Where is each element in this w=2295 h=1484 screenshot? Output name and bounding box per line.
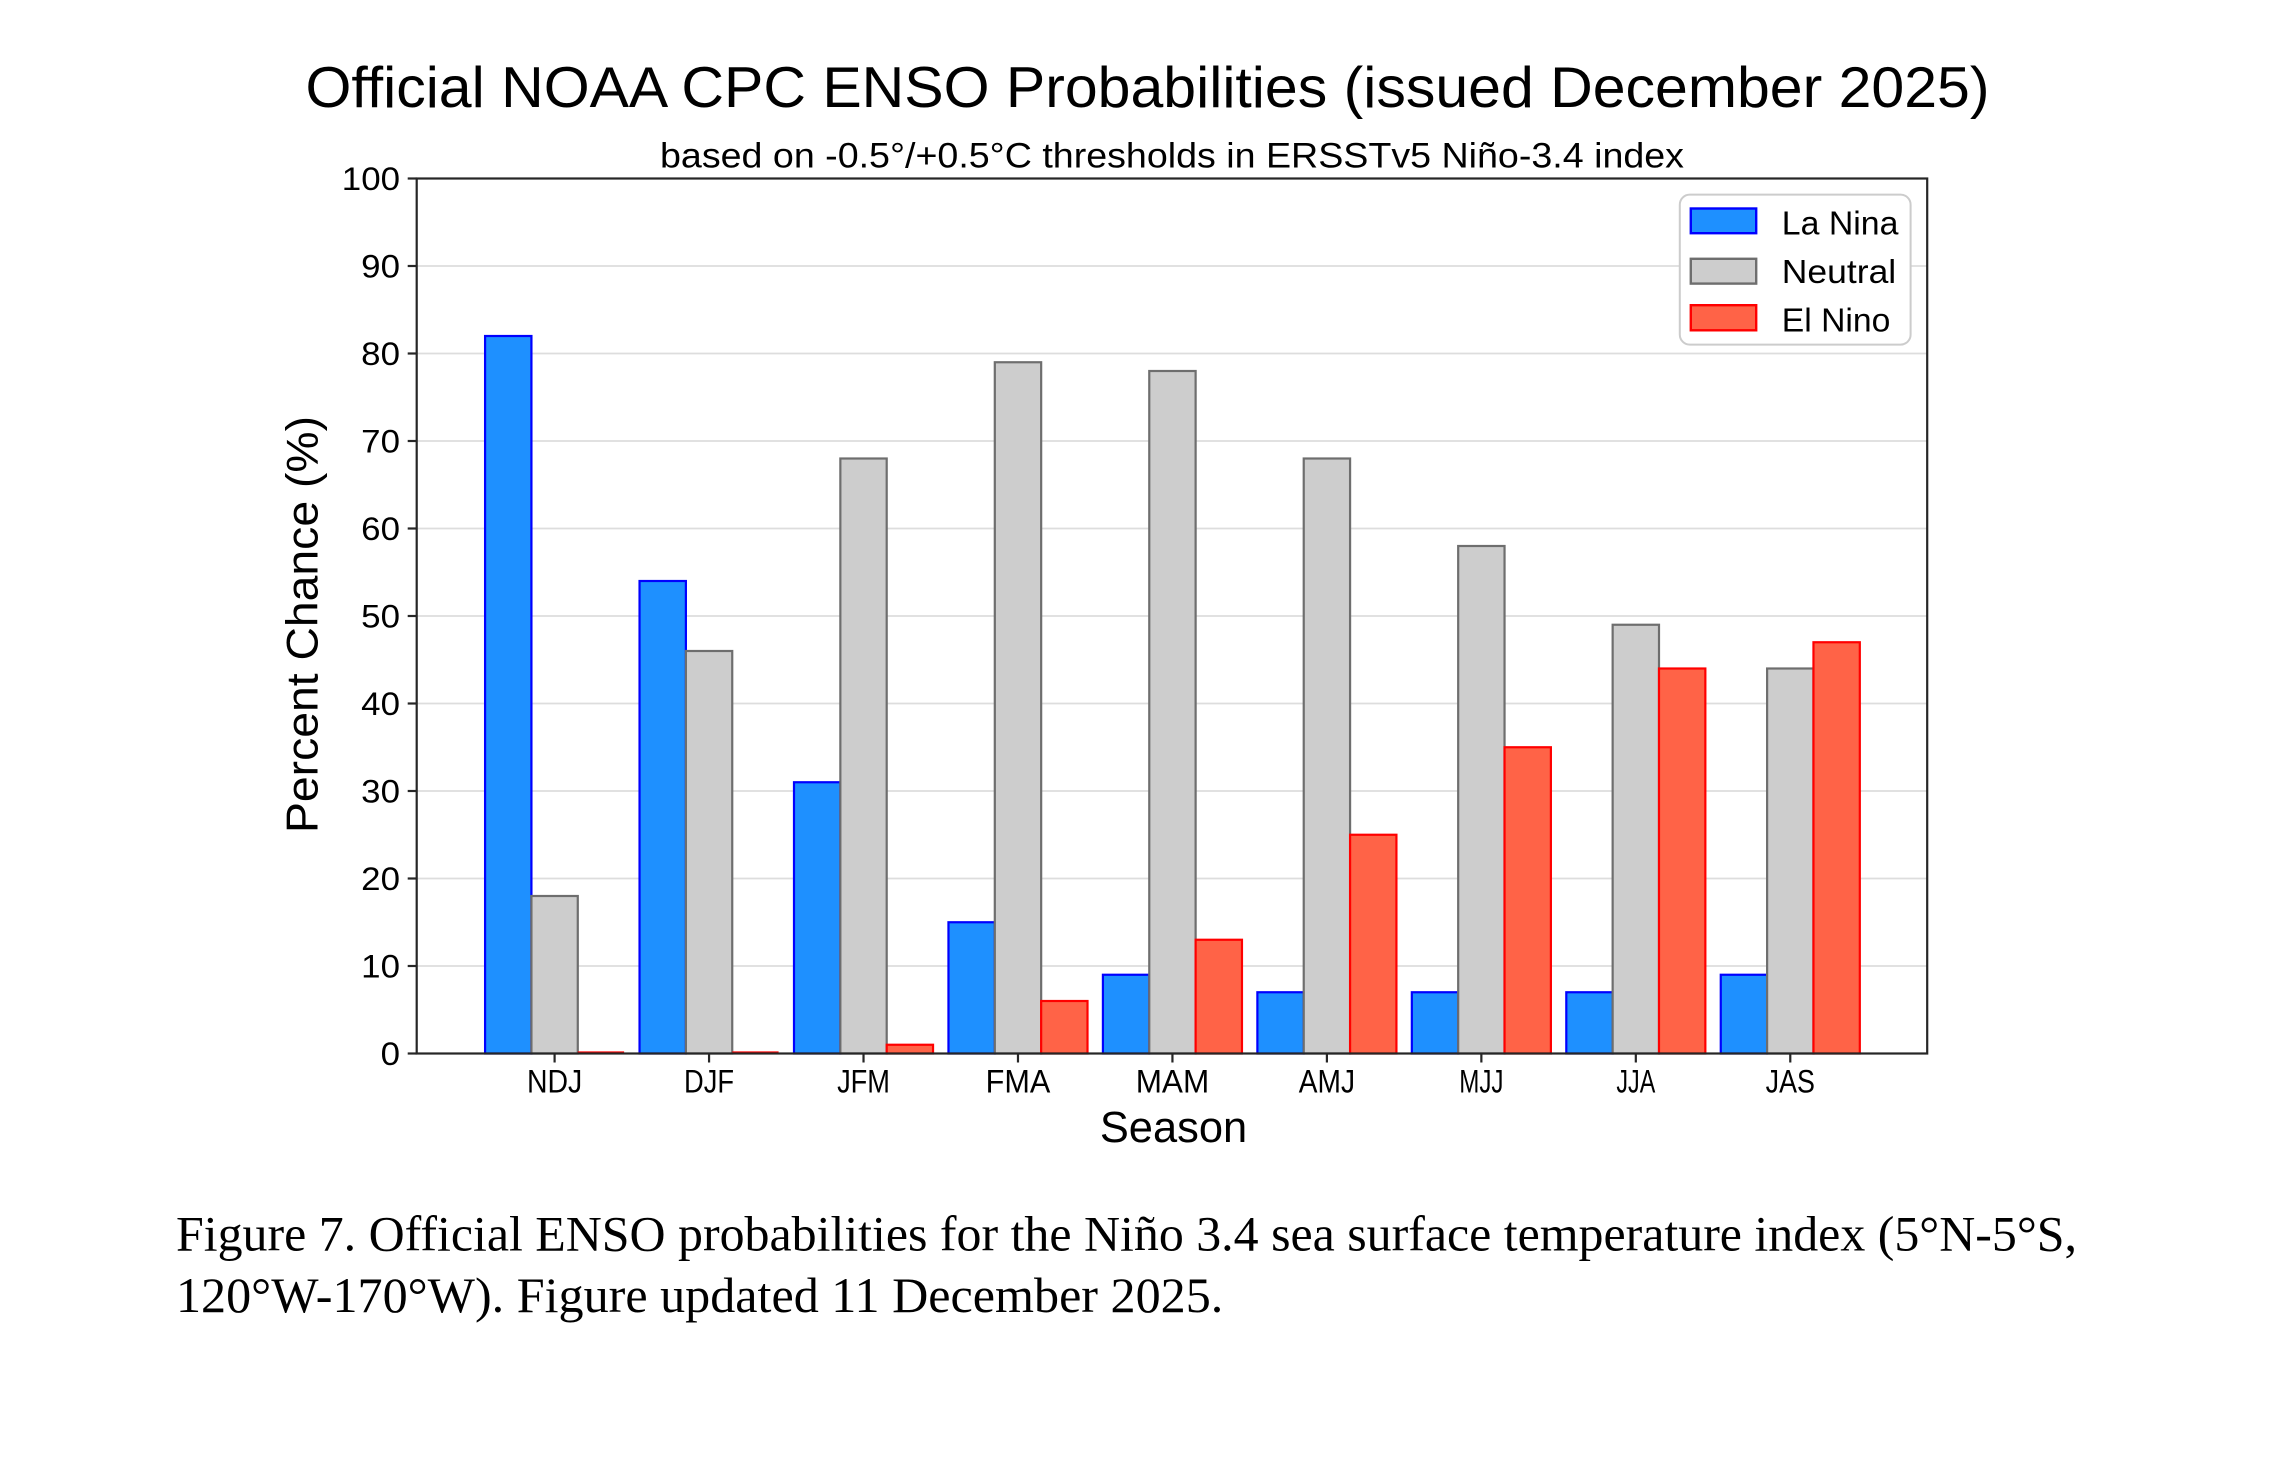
svg-text:DJF: DJF — [684, 1064, 734, 1100]
svg-text:MJJ: MJJ — [1459, 1064, 1503, 1100]
svg-text:Official NOAA CPC ENSO Probabi: Official NOAA CPC ENSO Probabilities (is… — [306, 56, 1990, 120]
svg-text:based on -0.5°/+0.5°C threshol: based on -0.5°/+0.5°C thresholds in ERSS… — [660, 136, 1684, 176]
svg-text:Figure 7. Official ENSO probab: Figure 7. Official ENSO probabilities fo… — [176, 1207, 2077, 1262]
svg-text:10: 10 — [361, 948, 400, 984]
svg-text:100: 100 — [342, 161, 400, 197]
svg-text:40: 40 — [361, 686, 400, 722]
svg-text:20: 20 — [361, 861, 400, 897]
svg-text:0: 0 — [381, 1036, 400, 1072]
svg-text:80: 80 — [361, 336, 400, 372]
svg-text:JJA: JJA — [1616, 1064, 1655, 1100]
svg-text:30: 30 — [361, 773, 400, 809]
svg-text:Season: Season — [1100, 1104, 1247, 1152]
svg-text:La Nina: La Nina — [1782, 204, 1899, 241]
svg-text:Percent Chance (%): Percent Chance (%) — [279, 416, 328, 833]
svg-text:60: 60 — [361, 511, 400, 547]
svg-text:JAS: JAS — [1766, 1064, 1815, 1100]
svg-text:50: 50 — [361, 598, 400, 634]
svg-text:120°W-170°W). Figure updated 1: 120°W-170°W). Figure updated 11 December… — [176, 1268, 1223, 1323]
svg-text:70: 70 — [361, 423, 400, 459]
svg-text:FMA: FMA — [986, 1064, 1051, 1100]
svg-text:NDJ: NDJ — [527, 1064, 582, 1100]
svg-text:MAM: MAM — [1136, 1064, 1210, 1100]
svg-text:AMJ: AMJ — [1299, 1064, 1355, 1100]
svg-text:JFM: JFM — [837, 1064, 890, 1100]
svg-text:Neutral: Neutral — [1782, 253, 1896, 290]
svg-text:90: 90 — [361, 248, 400, 284]
svg-text:El Nino: El Nino — [1782, 302, 1891, 339]
